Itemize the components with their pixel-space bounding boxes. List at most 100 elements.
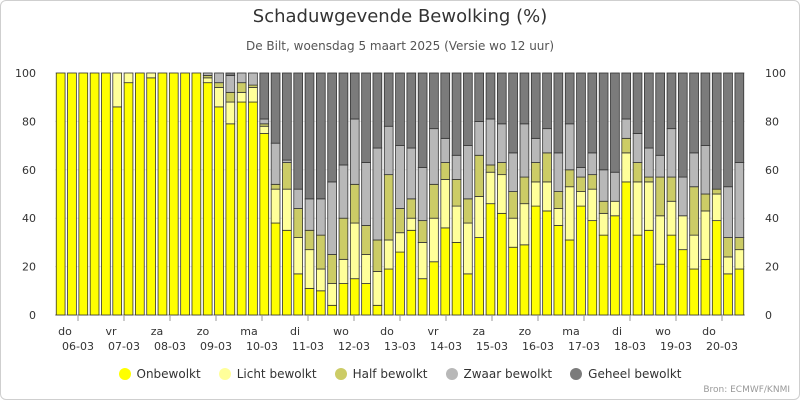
bar-segment — [700, 193, 711, 212]
bar-segment — [191, 72, 202, 316]
bar-segment — [610, 200, 620, 217]
bar-segment — [202, 82, 213, 316]
bar-segment — [451, 154, 462, 180]
bar-segment — [440, 179, 451, 229]
bar-segment — [214, 106, 224, 316]
bar-segment — [395, 232, 405, 253]
legend-item[interactable]: Geheel bewolkt — [570, 367, 682, 381]
bar-segment — [621, 72, 632, 120]
y-tick-label-left: 80 — [22, 115, 36, 128]
legend-item[interactable]: Licht bewolkt — [218, 367, 317, 381]
bar-segment — [395, 251, 405, 316]
bar-segment — [270, 188, 281, 224]
bar-segment — [508, 217, 518, 248]
bar-segment — [361, 72, 371, 163]
legend-marker — [445, 368, 458, 380]
bar-segment — [270, 222, 281, 316]
bar-segment — [293, 273, 304, 316]
bar-segment — [530, 205, 541, 316]
bar-segment — [734, 162, 745, 238]
bar-segment — [123, 72, 134, 84]
credits: Bron: ECMWF/KNMI — [703, 385, 790, 395]
bar-segment — [214, 72, 224, 84]
bar-segment — [542, 181, 552, 212]
x-tick-date: 14-03 — [430, 340, 462, 353]
bar-segment — [723, 273, 733, 316]
bar-segment — [519, 123, 530, 178]
x-tick-date: 08-03 — [154, 340, 186, 353]
y-axis-left: 0 20 40 60 80 100 — [15, 67, 36, 322]
bar-segment — [677, 215, 688, 251]
y-tick-label-left: 40 — [22, 212, 36, 225]
x-tick-day: wo — [655, 325, 671, 338]
legend-label: Zwaar bewolkt — [463, 367, 553, 381]
bar-segment — [644, 229, 654, 316]
bar-segment — [610, 171, 620, 202]
bar-segment — [689, 72, 699, 154]
bar-segment — [621, 118, 632, 139]
bar-segment — [666, 72, 677, 130]
bar-segment — [700, 210, 711, 260]
bar-segment — [734, 237, 745, 251]
x-tick-day: vr — [427, 325, 439, 338]
bar-segment — [236, 101, 247, 316]
bar-segment — [248, 87, 258, 103]
legend-item[interactable]: Half bewolkt — [334, 367, 428, 381]
bar-segment — [576, 72, 586, 168]
bar-segment — [429, 217, 439, 263]
x-tick-date: 09-03 — [200, 340, 232, 353]
bar-segment — [157, 72, 168, 316]
bar-segment — [711, 72, 722, 190]
x-tick-date: 18-03 — [614, 340, 646, 353]
bar-segment — [485, 72, 496, 120]
bar-segment — [361, 162, 371, 226]
bar-segment — [519, 203, 530, 246]
bar-segment — [542, 152, 552, 183]
bar-segment — [519, 72, 530, 125]
bar-segment — [598, 212, 609, 236]
bar-segment — [474, 196, 484, 238]
bar-segment — [304, 198, 315, 231]
bar-segment — [598, 200, 609, 214]
bar-segment — [723, 237, 733, 258]
bar-segment — [270, 72, 281, 144]
bar-segment — [508, 191, 518, 219]
bar-segment — [406, 217, 417, 231]
bar-segment — [383, 174, 394, 241]
legend-item[interactable]: Zwaar bewolkt — [445, 367, 553, 381]
bar-segment — [214, 87, 224, 108]
legend-item[interactable]: Onbewolkt — [118, 367, 201, 381]
x-tick-date: 15-03 — [476, 340, 508, 353]
bar-segment — [316, 290, 326, 316]
legend-label: Geheel bewolkt — [588, 367, 682, 381]
bar-segment — [327, 283, 337, 306]
bar-segment — [372, 147, 383, 241]
bar-segment — [78, 72, 89, 316]
bar-segment — [282, 188, 292, 231]
bar-segment — [112, 72, 123, 108]
bar-segment — [700, 72, 711, 146]
bar-segment — [463, 72, 473, 146]
bar-segment — [316, 268, 326, 292]
bar-segment — [361, 283, 371, 316]
y-tick-label-left: 100 — [15, 67, 36, 80]
legend-marker — [218, 368, 231, 380]
legend-marker — [570, 368, 583, 380]
legend: Onbewolkt Licht bewolkt Half bewolkt Zwaar … — [0, 367, 800, 381]
bar-segment — [338, 72, 349, 166]
bar-segment — [711, 193, 722, 222]
y-tick-label-left: 20 — [22, 261, 36, 274]
bar-segment — [417, 166, 428, 222]
bar-segment — [632, 133, 643, 163]
bar-segment — [553, 152, 564, 192]
bar-segment — [485, 118, 496, 166]
chart-subtitle: De Bilt, woensdag 5 maart 2025 (Versie w… — [245, 39, 555, 53]
bar-segment — [530, 72, 541, 139]
bar-segment — [146, 77, 156, 316]
bar-segment — [293, 72, 304, 190]
bar-segment — [485, 171, 496, 205]
bar-segment — [723, 186, 733, 238]
bar-segment — [259, 125, 270, 134]
y-tick-label-left: 0 — [29, 309, 36, 322]
bar-segment — [225, 101, 236, 125]
